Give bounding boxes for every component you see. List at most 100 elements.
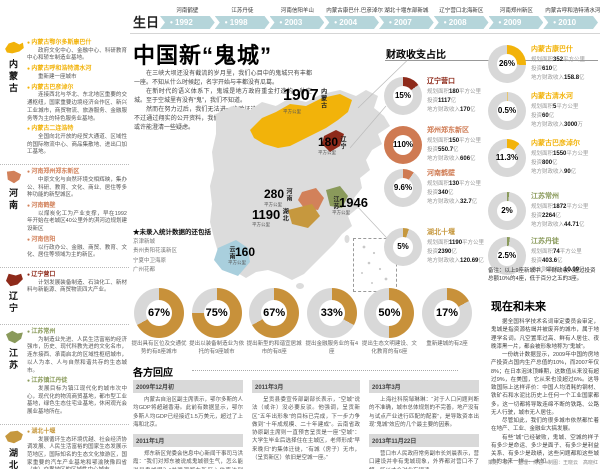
- stat-donut: 67%: [134, 288, 184, 338]
- fiscal-area: 规划面积5平方公里: [531, 104, 579, 110]
- response-date: 2013年11月22日: [369, 434, 479, 447]
- timeline-place: 湖北十堰东部新城: [384, 8, 429, 14]
- stat-item: 67% 提出具有区位及交通优势的有8座城市: [131, 288, 187, 356]
- map-badge-henan: 280 河南 平方公里: [264, 188, 291, 208]
- fiscal-donut: 5%: [384, 227, 422, 266]
- province-name: 辽宁: [8, 290, 18, 315]
- city-title: 辽宁营口: [27, 272, 127, 280]
- fiscal-city-name: 湖北十堰: [427, 229, 455, 236]
- timeline-item: 江苏丹徒 1998: [215, 6, 270, 29]
- timeline-item: 内蒙古康巴什.巴彦淖尔 2004: [324, 6, 384, 29]
- fiscal-note: 备注：以上9座新城中，年财政收入超过投资总额10%的4座，低于百分之五的3座。: [488, 268, 596, 282]
- fiscal-income: 地方财政收入44.71亿: [531, 222, 585, 228]
- timeline-year-chevron: 2009: [489, 16, 544, 29]
- fiscal-donut: 0.5%: [488, 91, 526, 130]
- timeline-place: 河南郑州新区: [499, 8, 533, 14]
- stat-donut: 33%: [306, 288, 357, 338]
- fiscal-area: 规划面积1550平方公里: [531, 151, 589, 157]
- excluded-list: ★未录入统计数据的还包括 京津新城 贵州贵阳花溪新区 宁夏中卫海原 广州花都: [133, 226, 225, 275]
- future-section-title: 现在和未来: [491, 301, 546, 313]
- stat-item: 67% 提出新型的和谐宜居城市的有8座: [246, 288, 302, 356]
- fiscal-invest: 投资60亿: [531, 113, 555, 119]
- fiscal-area: 规划面积180平方公里: [427, 89, 482, 95]
- fiscal-invest: 投资340亿: [427, 190, 454, 196]
- timeline-place: 河南鹤壁: [176, 8, 199, 14]
- excluded-item: 贵州贵阳花溪新区: [133, 248, 178, 255]
- area-value: 160: [235, 245, 256, 259]
- fiscal-area: 规划面积1190平方公里: [427, 240, 485, 246]
- response-date: 2011年1月: [133, 434, 243, 447]
- fiscal-income: 地方财政收入10.09亿: [531, 267, 585, 273]
- city-title: 江苏镇江丹徒: [27, 378, 127, 386]
- response-text: 营口市人民政府常务副市长刘晨表示，营口建设并非有鬼城现象，外界都对营口不了解，所…: [369, 451, 480, 469]
- excluded-item: 京津新城: [133, 239, 156, 245]
- timeline-place: 辽宁营口北海新区: [439, 8, 484, 14]
- fiscal-invest: 投资610亿: [531, 66, 558, 72]
- excluded-item: 宁夏中卫海原: [133, 257, 167, 264]
- fiscal-income: 地方财政收入32.7亿: [427, 199, 478, 205]
- section-gutter: 湖北: [0, 429, 27, 469]
- planning-stats-row: 67% 提出具有区位及交通优势的有8座城市 75% 提出以装备制造业为依托的有9…: [131, 288, 475, 356]
- timeline-year-chevron: 2010: [543, 16, 598, 29]
- province-map-icon: [3, 169, 25, 185]
- area-value: 1190: [252, 207, 281, 222]
- city-title: 内蒙古巴彦淖尔: [27, 85, 127, 93]
- fiscal-income: 地方财政收入3000万: [531, 122, 583, 128]
- responses-column-3: 2013年3月 上海社科院邹琳琳：“对于人口问题判断的不准确，城市总体规划的不完…: [369, 380, 479, 469]
- fiscal-item: 11.3% 内蒙古巴彦淖尔 规划面积1550平方公里 投资800亿 地方财政收入…: [488, 138, 600, 177]
- province-map-icon: [3, 40, 25, 56]
- city-desc: 政府文化中心、金融中心、科研教育中心和轿车制造业基地。: [27, 47, 127, 62]
- fiscal-item: 5% 湖北十堰 规划面积1190平方公里 投资2390亿 地方财政收入120.6…: [384, 227, 486, 266]
- future-paragraph: 尽管如此，我们的很多城市依然都忙着在地产、工业、金融业大搞发展。: [491, 418, 599, 433]
- fiscal-donut: 2.5%: [488, 236, 526, 275]
- map-badge-jiangsu: 1946 江苏 平方公里: [332, 196, 368, 216]
- timeline-item: 辽宁营口北海新区 2008: [434, 6, 489, 29]
- stat-caption: 重新建城的有2座: [426, 341, 468, 347]
- province-map-icon: [3, 329, 25, 345]
- city-entry: 内蒙古巴彦淖尔 连接西北与华北、东北地区重要的交通枢纽，国家重要边境经济合作区、…: [27, 85, 127, 124]
- city-entry: 内蒙古二连浩特 全国向北开放的经贸大通道、区域性的国际物流中心、商品集散地、进出…: [27, 126, 127, 157]
- fiscal-city-name: 内蒙古巴彦淖尔: [531, 140, 580, 147]
- section-gutter: 河南: [0, 169, 27, 263]
- stat-item: 75% 提出以装备制造业为依托的有9座城市: [189, 288, 245, 356]
- area-province: 辽宁: [339, 136, 346, 150]
- sidebar-section-neimenggu: 内蒙古 内蒙古鄂尔多斯康巴什 政府文化中心、金融中心、科研教育中心和轿车制造业基…: [0, 36, 129, 166]
- fiscal-pct: 2.5%: [497, 251, 517, 260]
- city-desc: 以煤炭化工为产业支撑，早在1992年开始在老城区40公里外的淇河边规划建设新区: [27, 210, 127, 233]
- sidebar-section-henan: 河南 河南郑州郑东新区 中原文化与自然环境交相辉映，集办公、科研、教育、文化、商…: [0, 165, 129, 268]
- stat-item: 17% 重新建城的有2座: [419, 288, 475, 356]
- map-badge-hubei: 1190 湖北 平方公里: [252, 208, 287, 228]
- response-text: 郑东新区党委会信息中心新闻干事司马洪霞：“我们对郑东被说成鬼城很生气，怎么能说是…: [133, 451, 244, 469]
- fiscal-pct: 26%: [498, 59, 515, 68]
- fiscal-area: 规划面积74平方公里: [531, 249, 582, 255]
- province-sidebar: 内蒙古 内蒙古鄂尔多斯康巴什 政府文化中心、金融中心、科研教育中心和轿车制造业基…: [0, 36, 129, 469]
- timeline-year-chevron: 2008: [434, 16, 489, 29]
- area-unit: 平方公里: [228, 260, 246, 265]
- stat-item: 50% 提出生态文明建设、文化教育的有6座: [361, 288, 417, 356]
- timeline-place: 内蒙古康巴什.巴彦淖尔: [326, 8, 384, 14]
- fiscal-invest: 投资2264亿: [531, 213, 561, 219]
- city-title: 河南郑州郑东新区: [27, 169, 127, 177]
- province-name: 江苏: [8, 347, 18, 372]
- area-value: 1946: [339, 195, 368, 210]
- city-entry: 江苏常州 为制造业先进、人民生活富裕的经济强市，历史、现代科教先进的文化名市，连…: [27, 329, 127, 375]
- fiscal-invest: 投资2390亿: [427, 249, 457, 255]
- future-paragraph: 有些“城”已经破败，鬼城、空城的样子有多少是命运、多少是面子、有多少是利益关系、…: [491, 434, 599, 466]
- area-province: 湖北: [281, 208, 288, 222]
- response-text: 呈贡县委宣传部副部长表示，“空城”说法（或许）没必要反驳。他强调，呈贡新区“五年…: [252, 397, 360, 461]
- stat-pct: 33%: [320, 307, 343, 319]
- city-entry: 湖北十堰 发展循环生态环境优越、社会经济协调发展、人民生活富裕的国家生态发展示范…: [27, 429, 127, 469]
- stat-caption: 提出具有区位及交通优势的有8座城市: [131, 341, 187, 355]
- area-unit: 平方公里: [264, 202, 282, 207]
- stat-caption: 提出以装备制造业为依托的有9座城市: [189, 341, 245, 355]
- fiscal-item: 0.5% 内蒙古清水河 规划面积5平方公里 投资60亿 地方财政收入3000万: [488, 91, 600, 130]
- stat-pct: 75%: [205, 307, 228, 319]
- stat-pct: 50%: [378, 307, 401, 319]
- stat-caption: 提出新型的和谐宜居城市的有8座: [246, 341, 302, 355]
- fiscal-city-name: 内蒙古康巴什: [531, 46, 573, 53]
- timeline-title: 生日: [133, 15, 160, 30]
- city-entry: 河南鹤壁 以煤炭化工为产业支撑，早在1992年开始在老城区40公里外的淇河边规划…: [27, 203, 127, 234]
- fiscal-item: 15% 辽宁营口 规划面积180平方公里 投资1117亿 地方财政收入170亿: [384, 76, 486, 115]
- city-desc: 为制造业先进、人民生活富裕的经济强市，历史、现代科教先进的文化名市，连东接西、承…: [27, 336, 127, 374]
